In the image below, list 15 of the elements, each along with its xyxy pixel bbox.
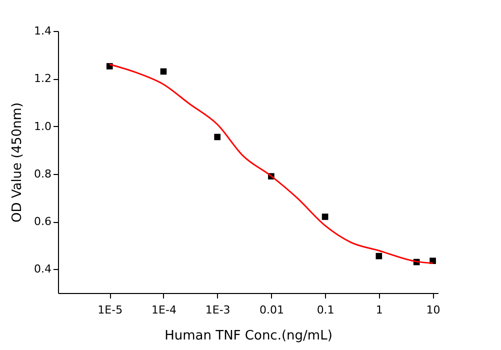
y-tick-label: 1.4 [34, 24, 52, 38]
y-tick-label: 0.4 [34, 262, 52, 276]
x-tick-label: 1E-5 [98, 304, 123, 316]
y-tick-label: 1.0 [34, 120, 52, 133]
x-axis-title: Human TNF Conc.(ng/mL) [164, 328, 332, 344]
x-tick-label: 0.01 [259, 304, 284, 316]
x-tick-label: 10 [426, 304, 440, 316]
y-tick-label: 0.6 [34, 215, 52, 228]
y-tick-label: 1.2 [34, 72, 52, 86]
x-tick-label: 0.1 [316, 304, 334, 316]
x-tick-label: 1E-4 [152, 304, 176, 316]
x-tick-label: 1E-3 [205, 304, 230, 316]
y-axis-title: OD Value (450nm) [10, 102, 26, 223]
x-tick-label: 1 [376, 304, 383, 316]
y-tick-label: 0.8 [34, 167, 52, 180]
